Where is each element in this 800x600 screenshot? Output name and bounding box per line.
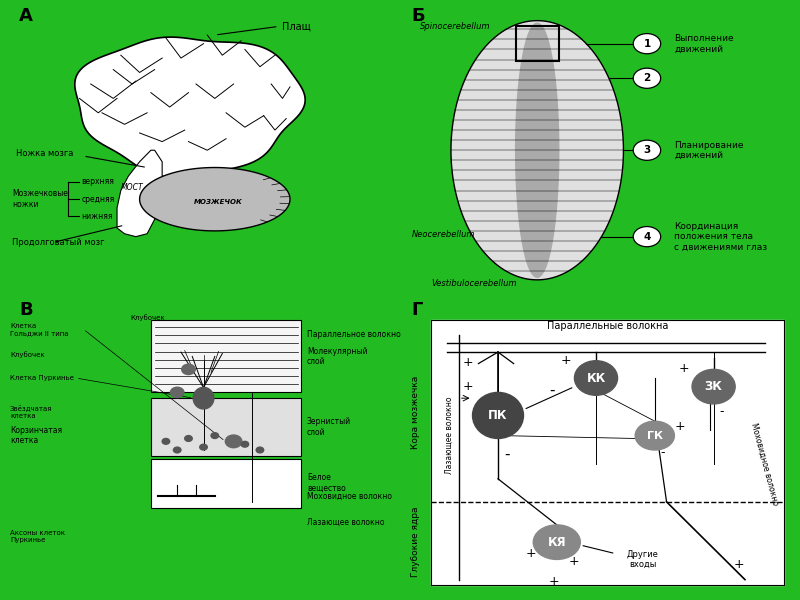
Text: Планирование
движений: Планирование движений [674,140,744,160]
Text: -: - [719,406,724,418]
Text: Параллельные волокна: Параллельные волокна [547,321,669,331]
Text: +: + [674,420,685,433]
Text: Белое
вещество: Белое вещество [307,473,346,493]
Circle shape [182,364,195,374]
Text: Клубочек: Клубочек [130,314,165,321]
Ellipse shape [635,421,674,450]
Ellipse shape [692,370,735,404]
Circle shape [200,444,207,450]
Circle shape [185,436,192,442]
Circle shape [241,442,249,447]
Text: КЯ: КЯ [547,536,566,548]
Text: КК: КК [586,371,606,385]
Text: Б: Б [412,7,426,25]
Text: Neocerebellum: Neocerebellum [412,230,475,239]
Text: Параллельное волокно: Параллельное волокно [307,330,401,340]
Text: +: + [526,547,536,560]
Text: Аксоны клеток
Пуркинье: Аксоны клеток Пуркинье [10,530,65,543]
Text: Продолговатый мозг: Продолговатый мозг [12,238,104,247]
Polygon shape [75,37,305,178]
Text: Глубокие ядра: Глубокие ядра [411,507,420,577]
Circle shape [634,34,661,54]
Text: В: В [19,301,33,319]
Text: -: - [504,446,510,461]
Text: ЗК: ЗК [705,380,722,393]
Text: Моховидное волокно: Моховидное волокно [750,422,780,506]
Text: Зернистый
слой: Зернистый слой [307,417,351,437]
Text: Г: Г [412,301,423,319]
Circle shape [162,439,170,444]
Text: Кора мозжечка: Кора мозжечка [411,376,420,449]
Text: +: + [549,575,559,589]
Text: нижняя: нижняя [82,212,113,221]
Circle shape [226,435,242,448]
Text: МОСТ: МОСТ [121,183,143,192]
Text: Клетка
Гольджи II типа: Клетка Гольджи II типа [10,323,68,335]
Text: 2: 2 [643,73,650,83]
Text: ГК: ГК [646,431,662,440]
Text: Клетка Пуркиньe: Клетка Пуркиньe [10,375,74,381]
Bar [151,458,302,508]
Text: МОЗЖЕЧОК: МОЗЖЕЧОК [194,199,243,205]
Polygon shape [117,150,162,236]
Text: 1: 1 [643,38,650,49]
Text: +: + [734,558,744,571]
Text: +: + [462,356,474,370]
Polygon shape [431,320,784,586]
Bar [151,398,302,456]
Circle shape [170,387,184,398]
Polygon shape [516,23,558,277]
Text: +: + [678,362,689,375]
Text: Молекулярный
слой: Молекулярный слой [307,347,367,366]
Text: +: + [561,353,571,367]
Text: -: - [549,383,554,398]
Text: +: + [462,380,474,392]
Text: средняя: средняя [82,194,114,203]
Bar [151,320,302,392]
Polygon shape [140,167,290,231]
Circle shape [211,433,218,439]
Text: Лазающее волокно: Лазающее волокно [445,397,454,475]
Ellipse shape [473,392,523,439]
Text: Ножка мозга: Ножка мозга [15,149,73,158]
Polygon shape [451,20,623,280]
Text: верхняя: верхняя [82,178,114,187]
Text: ПК: ПК [488,409,508,422]
Text: Выполнение
движений: Выполнение движений [674,34,734,53]
Circle shape [634,227,661,247]
Circle shape [634,68,661,88]
Bar [516,26,558,61]
Text: Клубочек: Клубочек [10,352,45,358]
Ellipse shape [193,388,214,409]
Text: Другие
входы: Другие входы [627,550,659,569]
Circle shape [174,447,181,453]
Text: Звёздчатая
клетка: Звёздчатая клетка [10,406,52,419]
Text: Мозжечковые
ножки: Мозжечковые ножки [12,190,68,209]
Text: +: + [569,555,579,568]
Text: А: А [19,7,33,25]
Text: Моховидное волокно: Моховидное волокно [307,491,392,500]
Circle shape [256,447,264,453]
Text: Плащ: Плащ [282,22,311,31]
Text: Координация
положения тела
с движениями глаз: Координация положения тела с движениями … [674,222,767,251]
Ellipse shape [534,525,580,559]
Text: Лазающее волокно: Лазающее волокно [307,517,385,527]
Text: 3: 3 [643,145,650,155]
Text: Vestibulocerebellum: Vestibulocerebellum [431,278,517,287]
Text: Корзинчатая
клетка: Корзинчатая клетка [10,426,62,445]
Text: -: - [661,446,665,459]
Circle shape [634,140,661,160]
Text: Spinocerebellum: Spinocerebellum [420,22,490,31]
Text: 4: 4 [643,232,650,242]
Ellipse shape [574,361,618,395]
